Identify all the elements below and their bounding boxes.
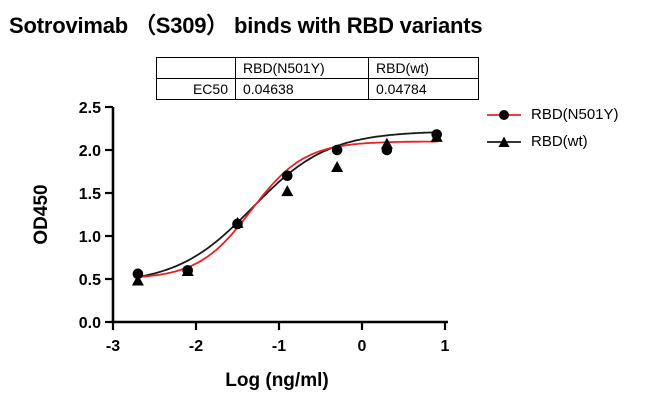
table-cell-ec50-wt: 0.04784: [368, 78, 479, 100]
fit-curve: [135, 131, 438, 279]
data-point-circle: [132, 268, 144, 280]
x-tick-label: 0: [358, 338, 367, 355]
data-point-triangle: [181, 265, 194, 277]
y-tick-label: 2.5: [79, 100, 101, 117]
y-tick-label: 0.0: [79, 315, 101, 332]
data-point-circle: [282, 170, 293, 182]
legend-triangle-marker-icon: [487, 136, 521, 147]
table-cell-ec50-label: EC50: [156, 78, 236, 100]
x-axis-title: Log (ng/ml): [225, 370, 328, 391]
table-row: RBD(N501Y) RBD(wt): [156, 57, 479, 79]
fit-curve: [135, 140, 438, 279]
legend-label-rbd-n501y: RBD(N501Y): [531, 106, 619, 123]
y-tick-label: 0.5: [79, 272, 101, 289]
x-tick-label: 1: [441, 338, 450, 355]
legend-label-rbd-wt: RBD(wt): [531, 133, 588, 150]
table-row: EC50 0.04638 0.04784: [156, 78, 479, 100]
y-axis-title: OD450: [31, 184, 52, 244]
table-cell-ec50-n501y: 0.04638: [235, 78, 369, 100]
data-point-triangle: [281, 185, 294, 197]
table-header-rbd-wt: RBD(wt): [368, 57, 479, 79]
data-point-triangle: [331, 161, 344, 172]
data-point-circle: [331, 144, 343, 156]
legend-entry-rbd-wt: RBD(wt): [486, 133, 619, 150]
data-point-triangle: [380, 137, 393, 149]
chart-legend: RBD(N501Y) RBD(wt): [486, 106, 619, 150]
legend-circle-marker-icon: [487, 109, 521, 120]
table-header-rbd-n501y: RBD(N501Y): [235, 57, 369, 79]
data-point-triangle: [231, 216, 244, 228]
legend-circle: [499, 109, 509, 120]
y-tick-label: 1.5: [79, 186, 101, 203]
x-tick-label: -3: [106, 338, 120, 355]
y-tick-label: 2.0: [79, 143, 101, 160]
ec50-table: RBD(N501Y) RBD(wt) EC50 0.04638 0.04784: [156, 57, 479, 100]
x-tick-label: -1: [272, 338, 286, 355]
y-tick-label: 1.0: [79, 229, 101, 246]
legend-triangle: [498, 136, 510, 147]
x-tick-label: -2: [189, 338, 203, 355]
legend-entry-rbd-n501y: RBD(N501Y): [486, 106, 619, 123]
data-point-triangle: [131, 274, 144, 286]
chart-title: Sotrovimab （S309） binds with RBD variant…: [9, 13, 483, 38]
data-point-triangle: [430, 130, 443, 142]
